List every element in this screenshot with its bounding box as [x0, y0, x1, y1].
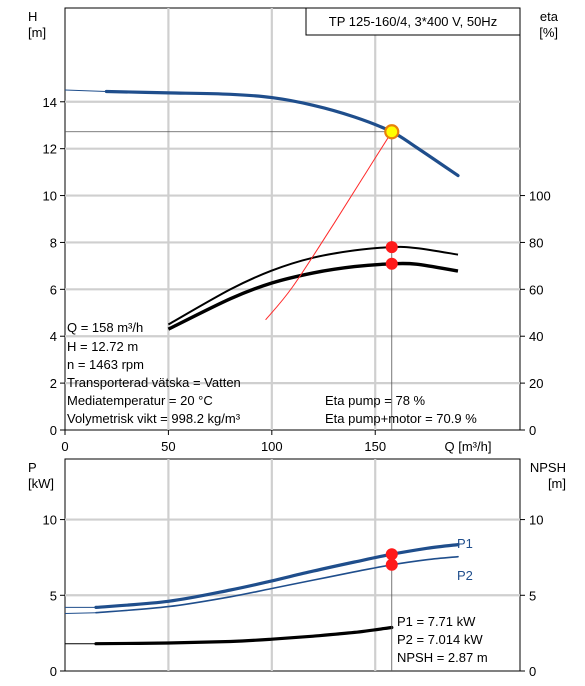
upper-ticks: 0 50 100 150 0 2 4 6 8 10 12 14 0 20 40 60 80 100 [43, 95, 551, 454]
power-npsh-panel: 0 5 10 0 5 10 P [kW] NPSH [m] P1 P2 P1 = 7.71 k… [28, 458, 566, 679]
y2-tick-label: 80 [529, 235, 543, 250]
y2-tick-label: 60 [529, 282, 543, 297]
upper-markers [384, 124, 400, 270]
operating-point-guides [65, 131, 393, 430]
p2-curve-extension [64, 612, 97, 614]
eta-total-curve [167, 261, 459, 331]
p-tick-label: 5 [50, 588, 57, 603]
upper-series [64, 89, 460, 331]
info-head: H = 12.72 m [67, 339, 138, 354]
p-tick-label: 10 [43, 513, 57, 528]
y2-axis-label: eta [%] [539, 9, 559, 40]
y2-tick-label: 20 [529, 376, 543, 391]
lower-info: P1 = 7.71 kW P2 = 7.014 kW NPSH = 2.87 m [397, 614, 488, 665]
y2-tick-label: 100 [529, 189, 551, 204]
p1-legend: P1 [457, 536, 473, 551]
chart-title-box [305, 7, 521, 36]
y2-tick-label: 0 [529, 423, 536, 438]
info-p1: P1 = 7.71 kW [397, 614, 476, 629]
head-curve-extension [64, 89, 107, 92]
y-tick-label: 8 [50, 235, 57, 250]
y-tick-label: 14 [43, 95, 57, 110]
upper-grid [65, 8, 520, 430]
x-tick-label: 100 [261, 439, 283, 454]
info-p2: P2 = 7.014 kW [397, 632, 483, 647]
p-tick-label: 0 [50, 664, 57, 679]
eta-total-marker [385, 257, 398, 270]
p1-curve [94, 543, 460, 609]
npsh-tick-label: 0 [529, 664, 536, 679]
info-temperature: Mediatemperatur = 20 °C [67, 393, 213, 408]
npsh-tick-label: 10 [529, 513, 543, 528]
head-curve [104, 89, 460, 178]
x-tick-label: 150 [364, 439, 386, 454]
x-tick-label: 0 [61, 439, 68, 454]
duty-point-marker [384, 124, 400, 140]
info-eta-pump: Eta pump = 78 % [325, 393, 426, 408]
lower-grid [65, 459, 520, 671]
operating-info-right: Eta pump = 78 % Eta pump+motor = 70.9 % [325, 393, 477, 426]
system-curve [265, 131, 393, 321]
lower-ticks: 0 5 10 0 5 10 [43, 513, 544, 679]
eta-pump-curve [167, 245, 459, 326]
chart-title: TP 125-160/4, 3*400 V, 50Hz [329, 14, 497, 29]
lower-plot-area [64, 458, 521, 672]
p2-marker [385, 558, 398, 571]
info-eta-total: Eta pump+motor = 70.9 % [325, 411, 477, 426]
p2-legend: P2 [457, 568, 473, 583]
y2-tick-label: 40 [529, 329, 543, 344]
x-axis-label: Q [m³/h] [445, 439, 492, 454]
eta-pump-marker [385, 241, 398, 254]
y-tick-label: 4 [50, 329, 57, 344]
operating-info-left: Q = 158 m³/h H = 12.72 m n = 1463 rpm Tr… [67, 320, 241, 426]
p1-marker [385, 548, 398, 561]
npsh-tick-label: 5 [529, 588, 536, 603]
npsh-curve [94, 625, 394, 646]
info-speed: n = 1463 rpm [67, 357, 144, 372]
y-tick-label: 10 [43, 189, 57, 204]
npsh-axis-label: NPSH [m] [530, 460, 566, 491]
upper-plot-area [64, 7, 521, 431]
head-efficiency-panel: 0 50 100 150 0 2 4 6 8 10 12 14 0 20 40 60 80 100 H [m] et… [28, 7, 559, 454]
p2-curve [95, 555, 459, 614]
info-npsh: NPSH = 2.87 m [397, 650, 488, 665]
info-liquid: Transporterad vätska = Vatten [67, 375, 241, 390]
lower-series [64, 543, 460, 646]
lower-markers [385, 548, 398, 571]
y-axis-label: H [m] [28, 9, 46, 40]
info-density: Volymetrisk vikt = 998.2 kg/m³ [67, 411, 241, 426]
y-tick-label: 6 [50, 282, 57, 297]
x-tick-label: 50 [161, 439, 175, 454]
y-tick-label: 0 [50, 423, 57, 438]
y-tick-label: 2 [50, 376, 57, 391]
y-tick-label: 12 [43, 142, 57, 157]
p-axis-label: P [kW] [28, 460, 54, 491]
info-flow: Q = 158 m³/h [67, 320, 143, 335]
